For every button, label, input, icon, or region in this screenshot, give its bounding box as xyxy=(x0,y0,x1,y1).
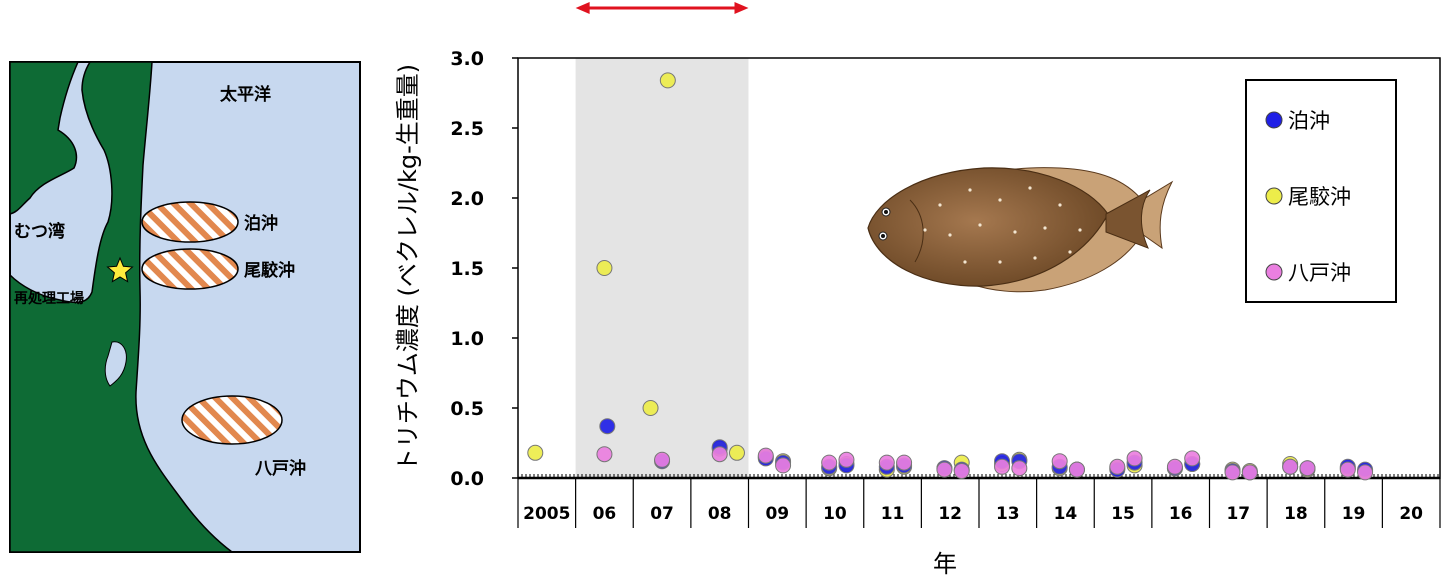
data-point xyxy=(1358,465,1373,480)
legend-marker-tomari xyxy=(1266,112,1282,128)
data-point xyxy=(660,73,675,88)
data-point xyxy=(1185,451,1200,466)
data-point xyxy=(954,464,969,479)
y-tick-label: 0.5 xyxy=(450,398,484,420)
map-label-obuchi: 尾駮沖 xyxy=(244,260,295,281)
area-tomari xyxy=(142,202,238,242)
highlight-arrow-right-head xyxy=(735,2,749,14)
x-category-label: 12 xyxy=(938,504,962,524)
y-tick-label: 2.5 xyxy=(450,118,484,140)
data-point xyxy=(597,447,612,462)
x-category-label: 15 xyxy=(1111,504,1135,524)
x-category-label: 18 xyxy=(1284,504,1308,524)
legend-marker-hachinohe xyxy=(1266,264,1282,280)
x-category-label: 14 xyxy=(1054,504,1078,524)
area-obuchi xyxy=(142,249,238,289)
x-category-label: 19 xyxy=(1342,504,1366,524)
location-map: 太平洋 むつ湾 再処理工場 泊沖 尾駮沖 八戸沖 xyxy=(0,0,380,579)
data-point xyxy=(758,448,773,463)
data-point xyxy=(1300,461,1315,476)
x-category-label: 09 xyxy=(765,504,789,524)
data-point xyxy=(729,445,744,460)
x-category-label: 2005 xyxy=(523,504,570,524)
data-point xyxy=(822,455,837,470)
flounder-illustration xyxy=(868,168,1172,292)
legend-label-tomari: 泊沖 xyxy=(1288,109,1330,133)
x-category-label: 20 xyxy=(1399,504,1423,524)
legend: 泊沖 尾駮沖 八戸沖 xyxy=(1246,80,1396,302)
data-point xyxy=(995,459,1010,474)
area-hachinohe xyxy=(182,396,282,444)
x-category-label: 07 xyxy=(650,504,674,524)
x-category-label: 17 xyxy=(1226,504,1250,524)
data-point xyxy=(643,401,658,416)
data-point xyxy=(1283,459,1298,474)
data-point xyxy=(600,419,615,434)
y-axis-title: トリチウム濃度 (ベクレル/kg-生重量) xyxy=(394,64,422,472)
data-point xyxy=(655,452,670,467)
x-category-label: 11 xyxy=(881,504,905,524)
data-point xyxy=(1012,461,1027,476)
map-label-ocean: 太平洋 xyxy=(220,84,271,105)
data-point xyxy=(937,462,952,477)
data-point xyxy=(839,452,854,467)
data-point xyxy=(1127,451,1142,466)
y-tick-label: 0.0 xyxy=(450,468,484,490)
map-label-tomari: 泊沖 xyxy=(244,213,278,234)
data-point xyxy=(1110,459,1125,474)
legend-label-hachinohe: 八戸沖 xyxy=(1288,261,1351,285)
x-category-label: 16 xyxy=(1169,504,1193,524)
map-label-bay: むつ湾 xyxy=(14,221,65,242)
x-category-label: 08 xyxy=(708,504,732,524)
x-category-label: 13 xyxy=(996,504,1020,524)
highlight-arrow-left-head xyxy=(576,2,590,14)
y-tick-label: 1.0 xyxy=(450,328,484,350)
data-point xyxy=(1052,454,1067,469)
map-label-plant: 再処理工場 xyxy=(14,290,84,307)
tritium-chart: 2005 06 07 08 09 10 11 12 13 14 15 16 17 18 19 20 0.0 0.… xyxy=(380,0,1455,579)
data-point xyxy=(1225,465,1240,480)
y-tick-label: 1.5 xyxy=(450,258,484,280)
x-category-label: 10 xyxy=(823,504,847,524)
data-point xyxy=(897,455,912,470)
data-point xyxy=(1242,465,1257,480)
map-label-hachinohe: 八戸沖 xyxy=(255,458,306,479)
y-tick-label: 3.0 xyxy=(450,48,484,70)
legend-marker-obuchi xyxy=(1266,188,1282,204)
data-point xyxy=(1069,462,1084,477)
x-category-label: 06 xyxy=(593,504,617,524)
map-svg: 太平洋 むつ湾 再処理工場 泊沖 尾駮沖 八戸沖 xyxy=(0,0,380,579)
data-point xyxy=(712,447,727,462)
legend-label-obuchi: 尾駮沖 xyxy=(1288,185,1351,209)
data-point xyxy=(776,458,791,473)
data-point xyxy=(528,445,543,460)
data-point xyxy=(597,261,612,276)
data-point xyxy=(1340,462,1355,477)
data-point xyxy=(879,455,894,470)
y-tick-label: 2.0 xyxy=(450,188,484,210)
chart-svg: 2005 06 07 08 09 10 11 12 13 14 15 16 17 18 19 20 0.0 0.… xyxy=(380,0,1455,579)
data-point xyxy=(1167,459,1182,474)
x-axis-title: 年 xyxy=(933,550,957,578)
